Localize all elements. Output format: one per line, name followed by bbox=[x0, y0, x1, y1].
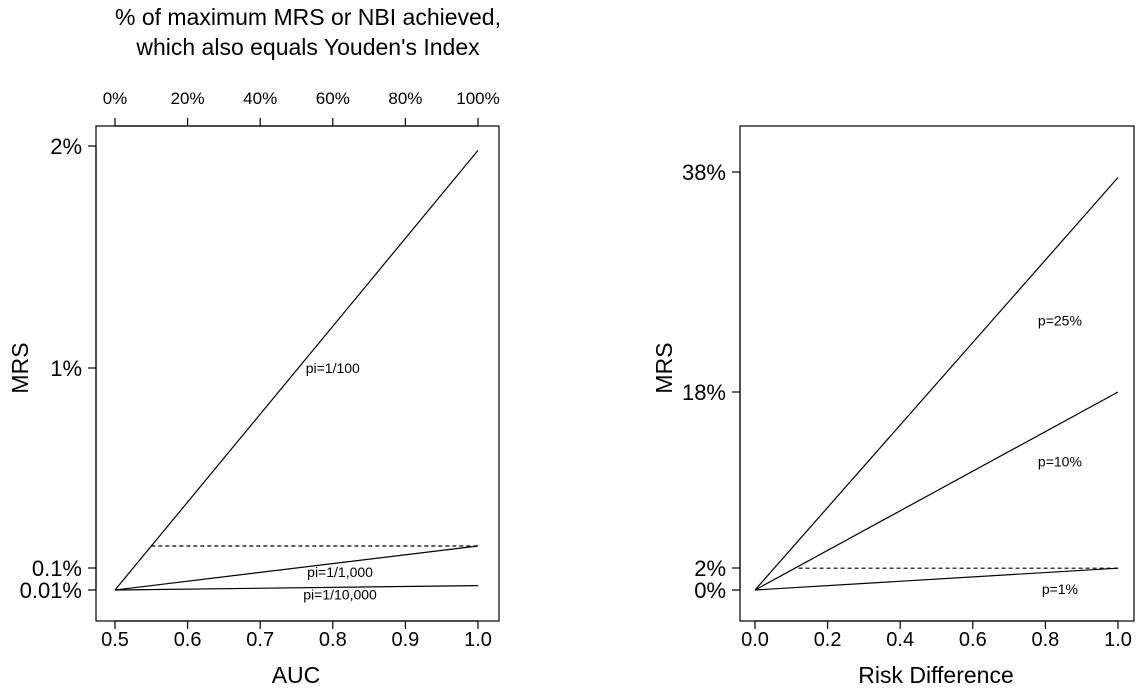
series-line bbox=[114, 545, 479, 591]
series-line bbox=[754, 567, 1119, 591]
chart-auc-panel: % of maximum MRS or NBI achieved, which … bbox=[7, 4, 501, 688]
series-line bbox=[114, 150, 479, 591]
x-axis-label: Risk Difference bbox=[858, 662, 1014, 688]
series-label: p=10% bbox=[1038, 453, 1082, 469]
top-tick-label: 0% bbox=[103, 89, 128, 108]
plot-area-frame bbox=[739, 125, 1135, 622]
series-line bbox=[754, 391, 1119, 591]
x-tick-label: 0.7 bbox=[246, 629, 274, 651]
y-tick-label: 18% bbox=[682, 380, 726, 405]
y-tick-label: 2% bbox=[50, 134, 82, 159]
x-tick-label: 0.0 bbox=[741, 629, 769, 651]
top-tick-label: 100% bbox=[456, 89, 499, 108]
x-tick-label: 0.6 bbox=[174, 629, 202, 651]
y-axis-label: MRS bbox=[7, 342, 33, 393]
series-label: pi=1/100 bbox=[306, 360, 360, 376]
x-tick-label: 0.2 bbox=[814, 629, 842, 651]
x-tick-label: 1.0 bbox=[464, 629, 492, 651]
top-tick-label: 40% bbox=[243, 89, 277, 108]
y-tick-label: 0% bbox=[694, 578, 726, 603]
x-tick-label: 0.5 bbox=[101, 629, 129, 651]
y-axis-label: MRS bbox=[651, 342, 677, 393]
x-tick-label: 0.8 bbox=[319, 629, 347, 651]
y-tick-label: 38% bbox=[682, 160, 726, 185]
series-label: pi=1/1,000 bbox=[307, 564, 373, 580]
x-axis-top: 0% 20% 40% 60% 80% 100% bbox=[103, 89, 500, 127]
plot-area-frame bbox=[95, 125, 500, 622]
series-group: p=25% p=10% p=1% bbox=[754, 177, 1119, 597]
y-tick-label: 1% bbox=[50, 356, 82, 381]
x-axis-label: AUC bbox=[272, 662, 321, 688]
x-tick-label: 0.4 bbox=[886, 629, 914, 651]
series-line bbox=[754, 177, 1119, 591]
series-group: pi=1/100 pi=1/1,000 pi=1/10,000 bbox=[114, 150, 479, 602]
x-tick-label: 1.0 bbox=[1104, 629, 1132, 651]
y-axis: 0%2% 18% 38% bbox=[682, 160, 741, 603]
top-tick-label: 60% bbox=[316, 89, 350, 108]
x-tick-label: 0.9 bbox=[391, 629, 419, 651]
top-tick-label: 80% bbox=[388, 89, 422, 108]
series-label: p=1% bbox=[1042, 581, 1078, 597]
chart-risk-difference-panel: 0.0 0.2 0.4 0.6 0.8 1.0 0%2% 18% 38% p=25% p=10%… bbox=[651, 125, 1135, 688]
y-tick-label: 2% bbox=[694, 556, 726, 581]
series-label: pi=1/10,000 bbox=[303, 586, 377, 602]
x-tick-label: 0.8 bbox=[1031, 629, 1059, 651]
y-tick-label: 0.1% bbox=[32, 556, 82, 581]
chart-title-line-1: % of maximum MRS or NBI achieved, bbox=[115, 4, 501, 30]
y-tick-label: 0.01% bbox=[20, 578, 82, 603]
x-tick-label: 0.6 bbox=[959, 629, 987, 651]
y-axis: 0.01%0.1% 1% 2% bbox=[20, 134, 97, 603]
top-tick-label: 20% bbox=[171, 89, 205, 108]
series-line bbox=[114, 585, 479, 591]
x-axis-bottom: 0.0 0.2 0.4 0.6 0.8 1.0 bbox=[741, 620, 1132, 651]
chart-title-line-2: which also equals Youden's Index bbox=[135, 34, 480, 60]
x-axis-bottom: 0.5 0.6 0.7 0.8 0.9 1.0 bbox=[101, 620, 492, 651]
series-label: p=25% bbox=[1038, 313, 1082, 329]
